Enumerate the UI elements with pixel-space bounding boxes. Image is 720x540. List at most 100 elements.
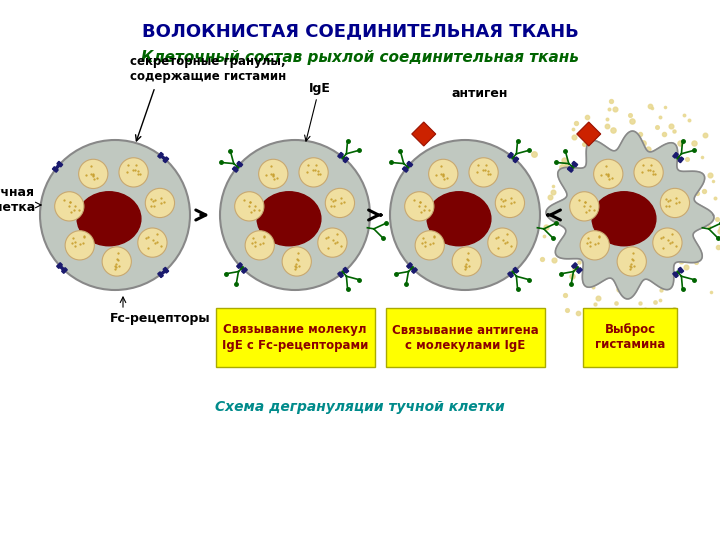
Polygon shape — [508, 152, 513, 158]
Polygon shape — [508, 272, 513, 278]
Circle shape — [138, 228, 167, 257]
Circle shape — [405, 192, 434, 221]
Ellipse shape — [427, 192, 491, 246]
Polygon shape — [53, 167, 58, 172]
Text: Связывание молекул
IgE с Fc-рецепторами: Связывание молекул IgE с Fc-рецепторами — [222, 323, 368, 352]
FancyBboxPatch shape — [583, 308, 677, 367]
Polygon shape — [338, 152, 343, 158]
Circle shape — [428, 159, 458, 188]
Polygon shape — [672, 152, 678, 158]
Polygon shape — [338, 272, 343, 278]
Polygon shape — [407, 161, 413, 167]
FancyBboxPatch shape — [385, 308, 544, 367]
Text: тучная
клетка: тучная клетка — [0, 186, 35, 214]
Polygon shape — [343, 267, 348, 273]
Polygon shape — [233, 167, 238, 172]
Polygon shape — [158, 152, 163, 158]
Text: IgE: IgE — [309, 82, 331, 95]
Polygon shape — [242, 268, 247, 273]
FancyBboxPatch shape — [215, 308, 374, 367]
Polygon shape — [510, 269, 516, 275]
Polygon shape — [158, 272, 163, 278]
Polygon shape — [577, 122, 600, 146]
Polygon shape — [567, 167, 573, 172]
Polygon shape — [239, 265, 245, 271]
Circle shape — [55, 192, 84, 221]
Text: Связывание антигена
с молекулами IgE: Связывание антигена с молекулами IgE — [392, 323, 539, 352]
Polygon shape — [513, 267, 518, 273]
Polygon shape — [163, 157, 168, 163]
Polygon shape — [678, 267, 684, 273]
Polygon shape — [55, 164, 60, 170]
Polygon shape — [160, 269, 166, 275]
Circle shape — [653, 228, 682, 257]
Circle shape — [570, 192, 599, 221]
Circle shape — [487, 228, 517, 257]
Polygon shape — [57, 263, 63, 268]
Polygon shape — [412, 122, 436, 146]
Polygon shape — [237, 263, 243, 268]
Polygon shape — [405, 164, 410, 170]
Polygon shape — [513, 157, 518, 163]
Circle shape — [634, 158, 663, 187]
Text: Схема дегрануляции тучной клетки: Схема дегрануляции тучной клетки — [215, 400, 505, 414]
Text: антиген: антиген — [452, 87, 508, 100]
Polygon shape — [546, 131, 714, 299]
Polygon shape — [62, 268, 67, 273]
Circle shape — [245, 231, 274, 260]
Circle shape — [415, 231, 444, 260]
Polygon shape — [510, 154, 516, 160]
Polygon shape — [340, 269, 346, 275]
Ellipse shape — [592, 192, 656, 246]
Polygon shape — [343, 157, 348, 163]
Text: секреторные гранулы,
содержащие гистамин: секреторные гранулы, содержащие гистамин — [130, 55, 287, 83]
Polygon shape — [407, 263, 413, 268]
Circle shape — [390, 140, 540, 290]
Text: ВОЛОКНИСТАЯ СОЕДИНИТЕЛЬНАЯ ТКАНЬ: ВОЛОКНИСТАЯ СОЕДИНИТЕЛЬНАЯ ТКАНЬ — [142, 22, 578, 40]
Ellipse shape — [77, 192, 141, 246]
Ellipse shape — [257, 192, 321, 246]
Text: Клеточный состав рыхлой соединительная ткань: Клеточный состав рыхлой соединительная т… — [141, 50, 579, 65]
Polygon shape — [237, 161, 243, 167]
Polygon shape — [678, 157, 684, 163]
Polygon shape — [57, 161, 63, 167]
Circle shape — [220, 140, 370, 290]
Circle shape — [258, 159, 288, 188]
Polygon shape — [675, 269, 682, 275]
Circle shape — [660, 188, 690, 218]
Circle shape — [235, 192, 264, 221]
Polygon shape — [409, 265, 415, 271]
Polygon shape — [160, 154, 166, 160]
Circle shape — [594, 159, 623, 188]
Circle shape — [65, 231, 94, 260]
Polygon shape — [59, 265, 65, 271]
Circle shape — [452, 247, 482, 276]
Polygon shape — [672, 272, 678, 278]
Polygon shape — [572, 263, 577, 268]
Circle shape — [469, 158, 498, 187]
Polygon shape — [572, 161, 577, 167]
Circle shape — [580, 231, 609, 260]
Circle shape — [282, 247, 311, 276]
Circle shape — [78, 159, 108, 188]
Polygon shape — [163, 267, 168, 273]
Circle shape — [102, 247, 131, 276]
Polygon shape — [412, 268, 418, 273]
Circle shape — [119, 158, 148, 187]
Circle shape — [40, 140, 190, 290]
Polygon shape — [577, 268, 582, 273]
Circle shape — [495, 188, 525, 218]
Polygon shape — [235, 164, 240, 170]
Polygon shape — [402, 167, 408, 172]
Polygon shape — [570, 164, 575, 170]
Circle shape — [299, 158, 328, 187]
Polygon shape — [340, 154, 346, 160]
Circle shape — [325, 188, 354, 218]
Text: Fc-рецепторы: Fc-рецепторы — [110, 312, 211, 325]
Text: Выброс
гистамина: Выброс гистамина — [595, 323, 665, 352]
Polygon shape — [675, 154, 682, 160]
Circle shape — [318, 228, 347, 257]
Circle shape — [617, 247, 647, 276]
Circle shape — [145, 188, 174, 218]
Polygon shape — [574, 265, 580, 271]
